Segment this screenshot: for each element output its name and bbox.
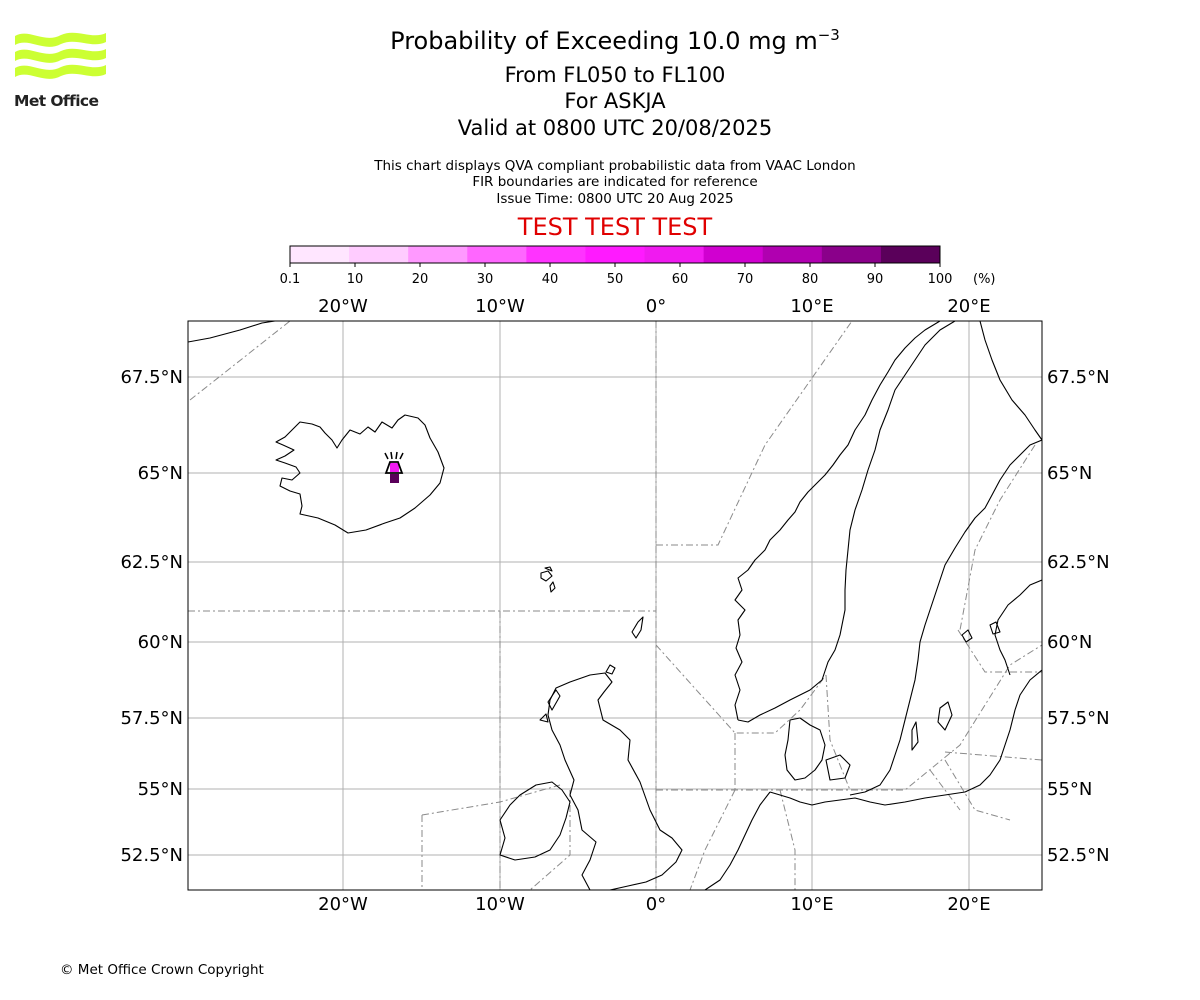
- lon-label: 10°E: [790, 894, 833, 915]
- volcano-name: For ASKJA: [564, 89, 666, 113]
- lat-label: 67.5°N: [1047, 367, 1110, 388]
- colorbar-tick-label: 30: [477, 272, 494, 287]
- lat-label: 52.5°N: [1047, 845, 1110, 866]
- lat-label: 60°N: [138, 632, 183, 653]
- colorbar-cell: [821, 246, 882, 263]
- lon-labels-top: 20°W 10°W 0° 10°E 20°E: [318, 296, 990, 317]
- issue-time: Issue Time: 0800 UTC 20 Aug 2025: [496, 191, 734, 207]
- lon-label: 20°W: [318, 296, 368, 317]
- logo-text: Met Office: [14, 92, 99, 110]
- fir-boundaries: [188, 321, 1042, 890]
- lat-label: 52.5°N: [120, 845, 183, 866]
- great-britain: [547, 672, 683, 890]
- ash-cell-max: [390, 474, 399, 483]
- valid-time: Valid at 0800 UTC 20/08/2025: [457, 116, 773, 140]
- lat-label: 57.5°N: [1047, 708, 1110, 729]
- lat-label: 57.5°N: [120, 708, 183, 729]
- chart-title: Probability of Exceeding 10.0 mg m−3: [265, 26, 965, 55]
- colorbar-ticks: 0.1 10 20 30 40 50 60 70 80 90 100: [280, 263, 953, 287]
- lon-label: 10°W: [475, 894, 525, 915]
- colorbar-cell: [644, 246, 705, 263]
- volcano-icon: [384, 451, 404, 474]
- colorbar-cells: [290, 246, 941, 263]
- lat-label: 62.5°N: [120, 552, 183, 573]
- colorbar-cell: [467, 246, 527, 263]
- lon-label: 10°W: [475, 296, 525, 317]
- colorbar-cell: [762, 246, 823, 263]
- colorbar-cell: [290, 246, 350, 263]
- scandinavia: [737, 321, 956, 723]
- colorbar-tick-label: 0.1: [280, 272, 301, 287]
- colorbar-tick-label: 40: [542, 272, 559, 287]
- colorbar-tick-label: 100: [928, 272, 953, 287]
- lat-label: 65°N: [1047, 463, 1092, 484]
- chart-note-line2: FIR boundaries are indicated for referen…: [472, 174, 758, 190]
- graticule: [188, 321, 1042, 890]
- colorbar-tick-label: 90: [867, 272, 884, 287]
- ireland: [499, 781, 571, 861]
- title-prefix: Probability of Exceeding 10.0 mg m: [390, 27, 818, 55]
- lat-label: 55°N: [1047, 779, 1092, 800]
- lat-label: 62.5°N: [1047, 552, 1110, 573]
- logo-waves-icon: [15, 32, 106, 79]
- colorbar-tick-label: 10: [347, 272, 364, 287]
- colorbar-cell: [585, 246, 646, 263]
- test-banner: TEST TEST TEST: [517, 213, 713, 241]
- lon-label: 20°E: [947, 894, 990, 915]
- colorbar-cell: [703, 246, 764, 263]
- lon-label: 0°: [646, 894, 666, 915]
- map-frame: [187, 320, 1043, 891]
- coastlines: [188, 321, 1042, 890]
- colorbar-tick-label: 60: [672, 272, 689, 287]
- lat-labels-left: 67.5°N 65°N 62.5°N 60°N 57.5°N 55°N 52.5…: [120, 367, 183, 866]
- lon-label: 0°: [646, 296, 666, 317]
- lat-label: 65°N: [138, 463, 183, 484]
- met-office-logo: Met Office: [14, 30, 109, 112]
- colorbar-tick-label: 70: [737, 272, 754, 287]
- colorbar-cell: [349, 246, 409, 263]
- colorbar-tick-label: 50: [607, 272, 624, 287]
- colorbar-cell: [408, 246, 468, 263]
- colorbar-tick-label: 80: [802, 272, 819, 287]
- chart-note-line1: This chart displays QVA compliant probab…: [374, 158, 856, 174]
- lat-label: 67.5°N: [120, 367, 183, 388]
- lon-label: 20°E: [947, 296, 990, 317]
- lon-label: 20°W: [318, 894, 368, 915]
- colorbar-cell: [526, 246, 586, 263]
- lat-label: 60°N: [1047, 632, 1092, 653]
- denmark: [784, 717, 826, 781]
- lat-label: 55°N: [138, 779, 183, 800]
- title-exponent: −3: [817, 26, 840, 44]
- lat-labels-right: 67.5°N 65°N 62.5°N 60°N 57.5°N 55°N 52.5…: [1047, 367, 1110, 866]
- colorbar: 0.1 10 20 30 40 50 60 70 80 90 100 (%): [280, 245, 996, 287]
- lon-labels-bottom: 20°W 10°W 0° 10°E 20°E: [318, 894, 990, 915]
- flight-levels: From FL050 to FL100: [504, 63, 726, 87]
- copyright: © Met Office Crown Copyright: [60, 962, 264, 978]
- colorbar-unit: (%): [973, 272, 996, 287]
- colorbar-cell: [880, 246, 941, 263]
- map: 20°W 10°W 0° 10°E 20°E 20°W 10°W 0° 10°E…: [120, 296, 1110, 915]
- lon-label: 10°E: [790, 296, 833, 317]
- colorbar-tick-label: 20: [412, 272, 429, 287]
- ash-cell-high: [390, 463, 399, 472]
- iceland: [275, 414, 445, 534]
